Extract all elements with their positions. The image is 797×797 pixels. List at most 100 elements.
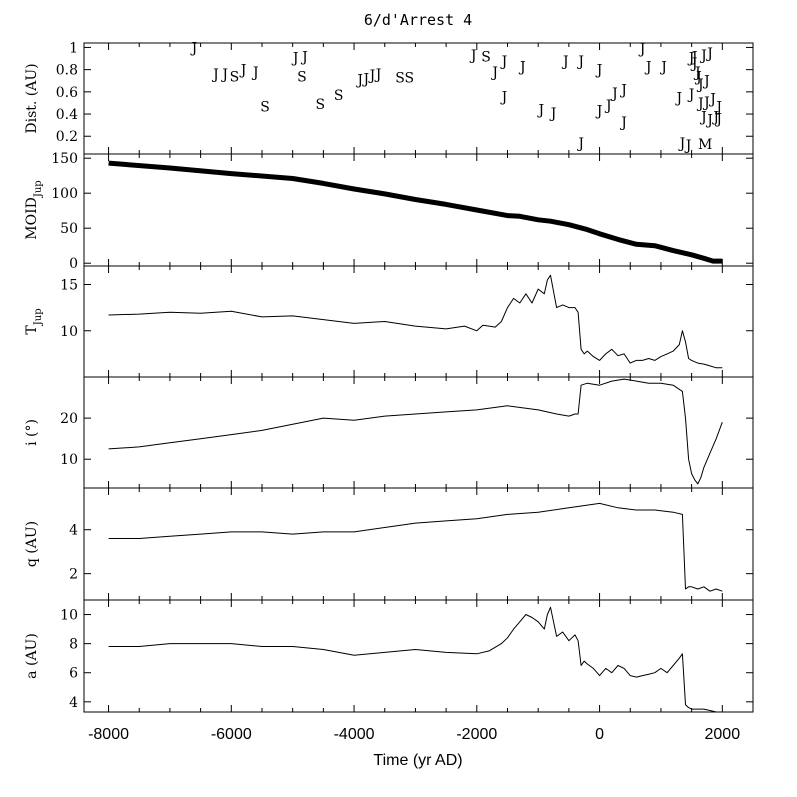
x-tick-label: -6000	[211, 726, 252, 743]
encounter-marker: J	[239, 63, 247, 79]
panel-frame	[83, 376, 754, 489]
y-tick-label: 4	[69, 523, 78, 539]
x-tick-label: -4000	[334, 726, 375, 743]
encounter-marker: J	[699, 109, 707, 125]
y-axis-label: q (AU)	[24, 521, 40, 567]
series-line-a	[108, 606, 723, 713]
y-tick-label: 1	[69, 40, 78, 56]
series-line-q	[108, 502, 723, 592]
encounter-marker: J	[714, 111, 722, 127]
x-tick-label: 0	[595, 726, 604, 743]
y-tick-label: 4	[69, 695, 78, 711]
encounter-marker: J	[659, 59, 667, 75]
y-tick-label: 6	[69, 666, 78, 682]
encounter-marker: J	[619, 115, 627, 131]
encounter-marker: J	[678, 136, 686, 152]
y-axis-label-subscript: Jup	[33, 308, 44, 326]
encounter-marker: J	[251, 65, 259, 81]
y-tick-label: 0.4	[56, 107, 78, 123]
encounter-marker: J	[644, 59, 652, 75]
y-tick-label: 20	[60, 411, 78, 427]
encounter-marker: J	[549, 106, 557, 122]
encounter-marker: J	[576, 54, 584, 70]
encounter-marker: J	[687, 87, 695, 103]
encounter-marker: S	[481, 49, 491, 65]
encounter-marker: J	[694, 69, 702, 85]
y-tick-label: 2	[69, 567, 78, 583]
y-tick-label: 10	[60, 452, 78, 468]
encounter-marker: J	[690, 56, 698, 72]
encounter-marker: J	[708, 92, 716, 108]
encounter-marker: J	[604, 98, 612, 114]
y-tick-label: 100	[51, 186, 78, 202]
encounter-marker: S	[334, 88, 344, 104]
encounter-marker: J	[693, 65, 701, 81]
x-tick-label: -2000	[456, 726, 497, 743]
y-tick-label: 0	[69, 256, 78, 272]
encounter-marker: J	[220, 67, 228, 83]
panel-frame	[83, 42, 754, 155]
encounter-marker: J	[711, 109, 719, 125]
encounter-marker: J	[536, 103, 544, 119]
y-tick-label: 50	[60, 221, 78, 237]
encounter-marker: J	[684, 138, 692, 154]
panel-incl: 10 20 i (°)	[24, 376, 754, 489]
encounter-marker: J	[702, 74, 710, 90]
encounter-marker: S	[230, 69, 240, 85]
encounter-marker: S	[297, 69, 307, 85]
encounter-marker: J	[300, 49, 308, 65]
encounter-marker: J	[469, 48, 477, 64]
encounter-marker: J	[561, 54, 569, 70]
encounter-marker: J	[595, 63, 603, 79]
encounter-marker: J	[518, 59, 526, 75]
encounter-marker: J	[576, 136, 584, 152]
encounter-marker: J	[696, 77, 704, 93]
y-tick-label: 0.6	[56, 85, 78, 101]
encounter-marker: J	[638, 42, 646, 58]
series-line-incl	[108, 378, 723, 485]
encounter-marker: J	[696, 96, 704, 112]
y-tick-label: 15	[60, 278, 78, 294]
panel-frame	[83, 599, 754, 713]
encounter-marker: J	[500, 54, 508, 70]
panel-frame	[83, 487, 754, 601]
x-tick-label: 2000	[705, 726, 741, 743]
encounter-marker: M	[698, 137, 712, 153]
y-tick-label: 150	[51, 151, 78, 167]
encounter-marker: S	[316, 97, 326, 113]
panel-q: 2 4 q (AU)	[24, 487, 754, 601]
encounter-marker: J	[374, 67, 382, 83]
y-tick-label: 0.8	[56, 63, 78, 79]
encounter-marker: J	[705, 46, 713, 62]
panel-frame	[83, 265, 754, 378]
encounter-marker: J	[190, 40, 198, 56]
panel-a: 4 6 8 10 a (AU)	[24, 599, 754, 713]
y-axis-label-subscript: Jup	[33, 180, 44, 198]
encounter-marker: J	[705, 113, 713, 129]
encounter-marker: J	[291, 50, 299, 66]
encounter-marker: J	[714, 99, 722, 115]
y-tick-label: 0.2	[56, 129, 78, 145]
encounter-marker: J	[610, 86, 618, 102]
y-tick-label: 10	[60, 324, 78, 340]
encounter-marker: J	[362, 72, 370, 88]
encounter-marker: J	[699, 48, 707, 64]
encounter-marker: S	[260, 99, 270, 115]
encounter-marker: S	[404, 70, 414, 86]
encounter-marker: J	[687, 50, 695, 66]
series-line-tjup	[108, 274, 723, 369]
encounter-marker: J	[211, 67, 219, 83]
y-tick-label: 10	[60, 608, 78, 624]
x-tick-label: -8000	[88, 726, 129, 743]
encounter-marker: J	[368, 68, 376, 84]
encounter-marker: J	[500, 89, 508, 105]
encounter-marker: J	[355, 73, 363, 89]
encounter-marker: J	[619, 83, 627, 99]
encounter-marker: J	[690, 49, 698, 65]
y-axis-label: Dist. (AU)	[24, 63, 40, 133]
y-tick-label: 8	[69, 637, 78, 653]
y-axis-label: TJup	[24, 308, 44, 334]
encounter-marker: J	[702, 95, 710, 111]
